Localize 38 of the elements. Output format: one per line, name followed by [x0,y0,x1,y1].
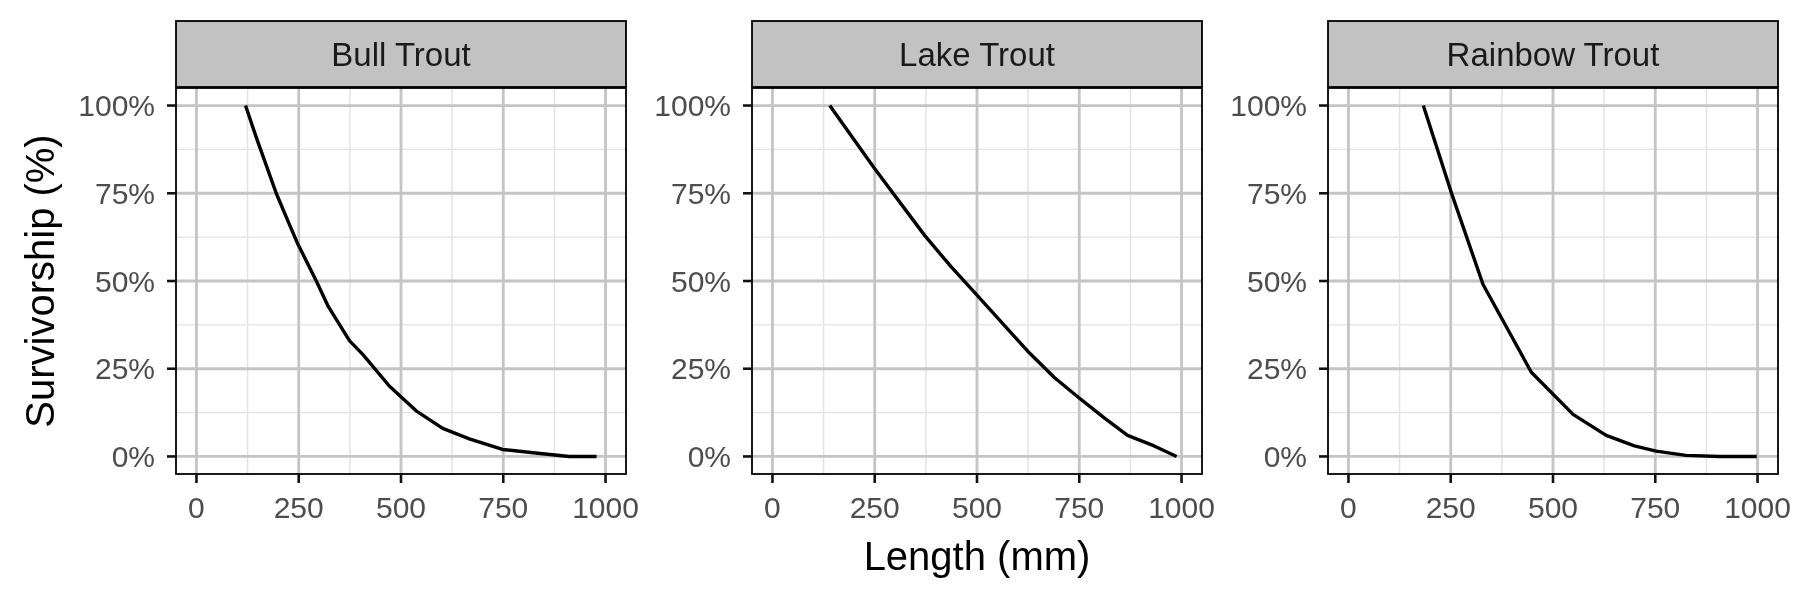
x-tick-label: 250 [273,491,324,524]
x-tick-label: 0 [1340,491,1357,524]
y-tick-label: 50% [1246,264,1307,298]
chart-title: Rainbow Trout [1446,35,1660,73]
x-tick-label: 0 [764,491,781,524]
y-tick-label: 25% [1246,352,1307,386]
x-tick-label: 750 [478,491,529,524]
x-tick-label: 250 [849,491,900,524]
x-tick-label: 750 [1630,491,1681,524]
line-series [828,103,1179,459]
x-axis-title: Length (mm) [863,534,1091,578]
y-tick-label: 75% [670,176,731,210]
x-tick-label: 1000 [572,491,639,524]
line-series [243,103,599,459]
line-series [1421,103,1759,459]
x-tick-label: 500 [951,491,1003,524]
y-tick-label: 50% [94,264,155,298]
y-tick-label: 0% [687,439,731,473]
chart-title: Lake Trout [899,35,1055,73]
chart-title: Bull Trout [331,35,471,73]
x-tick-label: 500 [375,491,427,524]
y-axis-title: Survivorship (%) [18,134,62,428]
x-tick-label: 750 [1054,491,1105,524]
x-tick-label: 0 [188,491,205,524]
y-tick-label: 75% [94,176,155,210]
y-tick-label: 75% [1246,176,1307,210]
y-tick-label: 100% [78,89,155,123]
y-tick-label: 100% [654,89,731,123]
x-tick-label: 250 [1425,491,1476,524]
x-tick-label: 500 [1527,491,1579,524]
y-tick-label: 25% [94,352,155,386]
x-tick-label: 1000 [1724,491,1791,524]
y-tick-label: 0% [111,439,155,473]
y-tick-label: 50% [670,264,731,298]
y-tick-label: 0% [1263,439,1307,473]
y-tick-label: 25% [670,352,731,386]
y-tick-label: 100% [1230,89,1307,123]
x-tick-label: 1000 [1148,491,1215,524]
